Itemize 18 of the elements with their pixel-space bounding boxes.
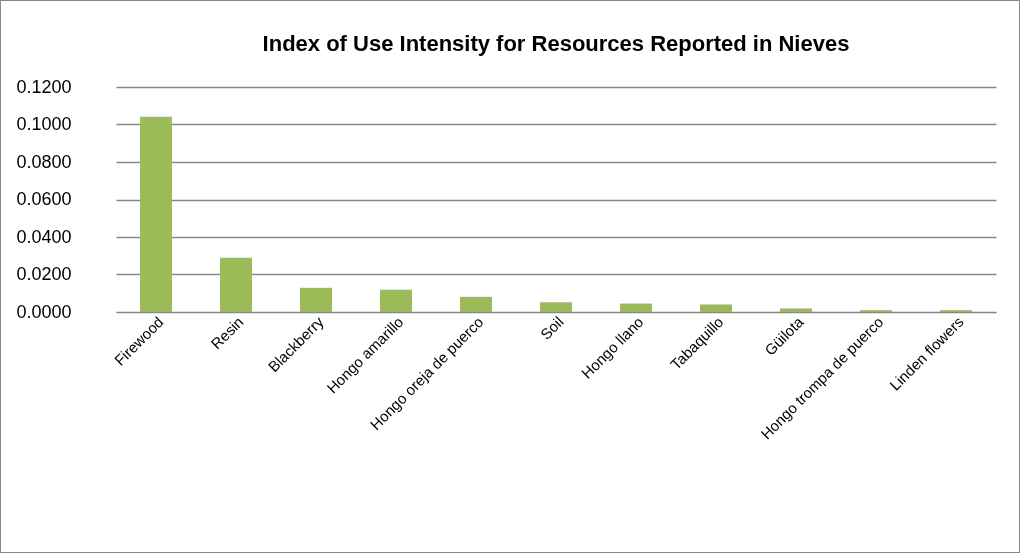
bar <box>460 296 492 312</box>
y-tick-label: 0.0800 <box>16 151 72 172</box>
bar <box>700 304 732 312</box>
y-tick-label: 0.0600 <box>16 189 72 209</box>
x-tick-label: Soil <box>536 313 567 343</box>
bar <box>140 116 172 312</box>
bar <box>220 257 252 312</box>
bar <box>620 303 652 312</box>
bar <box>780 308 812 312</box>
bar <box>300 287 332 312</box>
y-tick-label: 0.1000 <box>16 114 72 134</box>
y-tick-label: 0.0000 <box>16 301 72 322</box>
chart-title: Index of Use Intensity for Resources Reported in Nieves <box>262 31 850 56</box>
y-tick-label: 0.0400 <box>16 226 72 247</box>
bar <box>380 289 412 312</box>
bar <box>540 302 572 312</box>
y-tick-label: 0.1200 <box>16 76 72 97</box>
y-tick-label: 0.0200 <box>16 264 72 284</box>
